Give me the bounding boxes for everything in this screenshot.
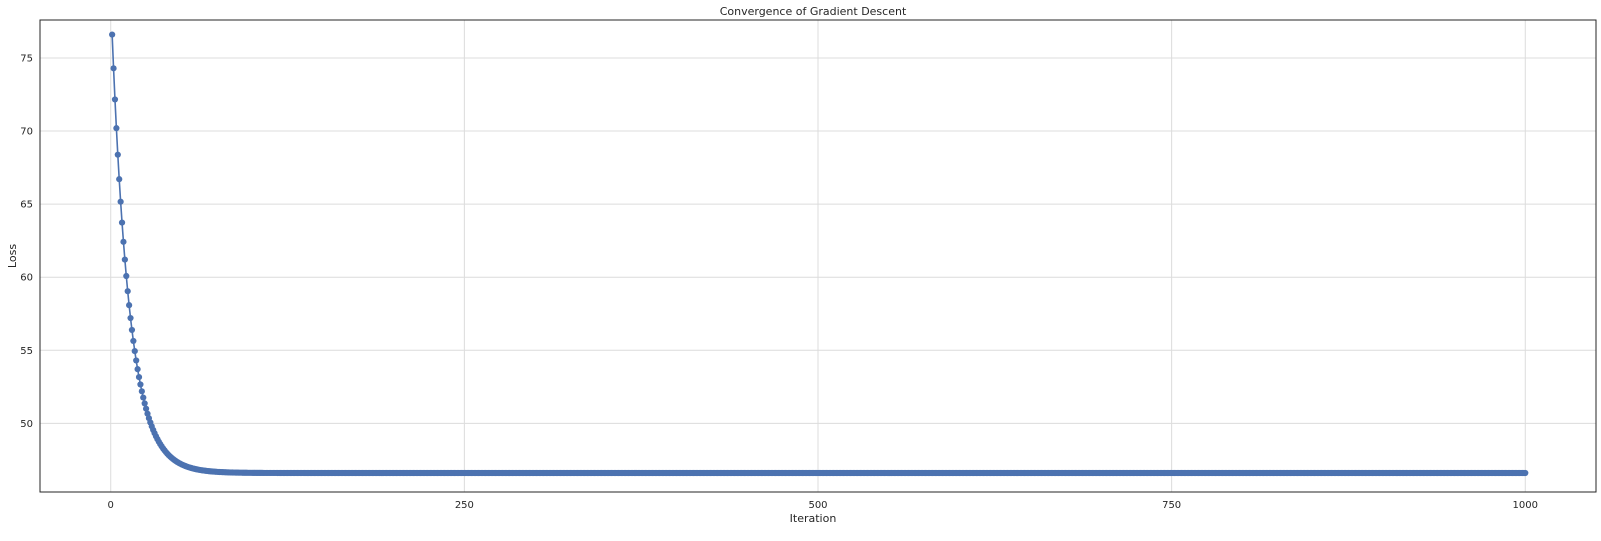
data-point xyxy=(130,337,137,345)
data-point xyxy=(123,272,130,280)
plot-frame xyxy=(39,19,1597,493)
chart-title: Convergence of Gradient Descent xyxy=(720,5,907,18)
data-point xyxy=(140,394,147,401)
x-tick-label: 750 xyxy=(1162,500,1181,511)
y-axis-ticks: 50 55 60 65 70 75 xyxy=(20,53,33,429)
y-axis-label: Loss xyxy=(6,244,19,268)
data-point xyxy=(126,302,133,309)
data-point xyxy=(111,96,119,103)
y-tick-label: 65 xyxy=(20,200,33,211)
series-line xyxy=(111,34,1526,474)
data-point xyxy=(127,314,134,322)
data-point xyxy=(1522,469,1529,477)
data-point xyxy=(133,357,140,364)
x-gridlines xyxy=(110,20,1526,492)
data-point xyxy=(113,125,120,132)
series-markers xyxy=(109,31,1529,477)
data-point xyxy=(109,31,116,38)
data-point xyxy=(120,238,127,245)
data-point xyxy=(134,366,141,373)
y-gridlines xyxy=(40,57,1596,424)
data-point xyxy=(118,219,126,226)
data-point xyxy=(128,326,136,334)
y-tick-label: 75 xyxy=(20,53,33,64)
data-point xyxy=(131,348,138,355)
y-tick-label: 70 xyxy=(20,127,33,138)
data-point xyxy=(117,198,124,205)
x-tick-label: 500 xyxy=(808,500,827,511)
data-point xyxy=(116,176,123,183)
x-tick-label: 1000 xyxy=(1513,500,1538,511)
data-point xyxy=(137,381,144,388)
data-point xyxy=(124,288,131,295)
x-axis-label: Iteration xyxy=(790,512,837,525)
data-point xyxy=(141,400,148,407)
x-axis-ticks: 0 250 500 750 1000 xyxy=(108,500,1538,511)
y-tick-label: 50 xyxy=(20,419,33,430)
data-point xyxy=(121,256,128,263)
data-point xyxy=(114,151,121,158)
data-point xyxy=(110,65,117,72)
data-point xyxy=(135,374,143,381)
y-tick-label: 60 xyxy=(20,273,33,284)
x-tick-label: 0 xyxy=(108,500,114,511)
data-point xyxy=(138,388,145,395)
y-tick-label: 55 xyxy=(20,346,33,357)
series-layer xyxy=(109,31,1529,477)
x-tick-label: 250 xyxy=(455,500,474,511)
data-point xyxy=(142,405,150,412)
